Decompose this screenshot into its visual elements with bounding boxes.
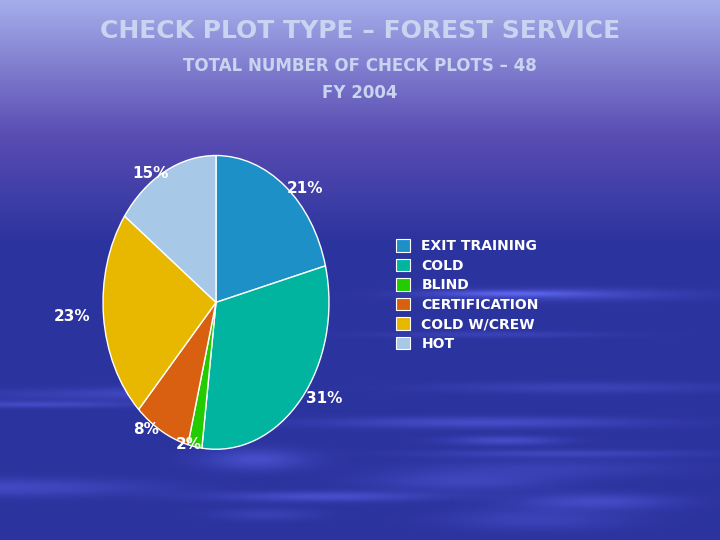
Text: 23%: 23% [54,308,90,323]
Text: TOTAL NUMBER OF CHECK PLOTS – 48: TOTAL NUMBER OF CHECK PLOTS – 48 [183,57,537,75]
Wedge shape [125,156,216,302]
Text: CHECK PLOT TYPE – FOREST SERVICE: CHECK PLOT TYPE – FOREST SERVICE [100,19,620,43]
Wedge shape [202,266,329,449]
Legend: EXIT TRAINING, COLD, BLIND, CERTIFICATION, COLD W/CREW, HOT: EXIT TRAINING, COLD, BLIND, CERTIFICATIO… [387,230,549,361]
Wedge shape [103,216,216,409]
Text: 15%: 15% [132,166,168,181]
Text: 8%: 8% [133,422,159,437]
Text: 2%: 2% [176,437,202,452]
Wedge shape [139,302,216,444]
Text: FY 2004: FY 2004 [323,84,397,102]
Wedge shape [188,302,216,448]
Wedge shape [216,156,325,302]
Text: 31%: 31% [306,390,343,406]
Text: 21%: 21% [287,180,323,195]
